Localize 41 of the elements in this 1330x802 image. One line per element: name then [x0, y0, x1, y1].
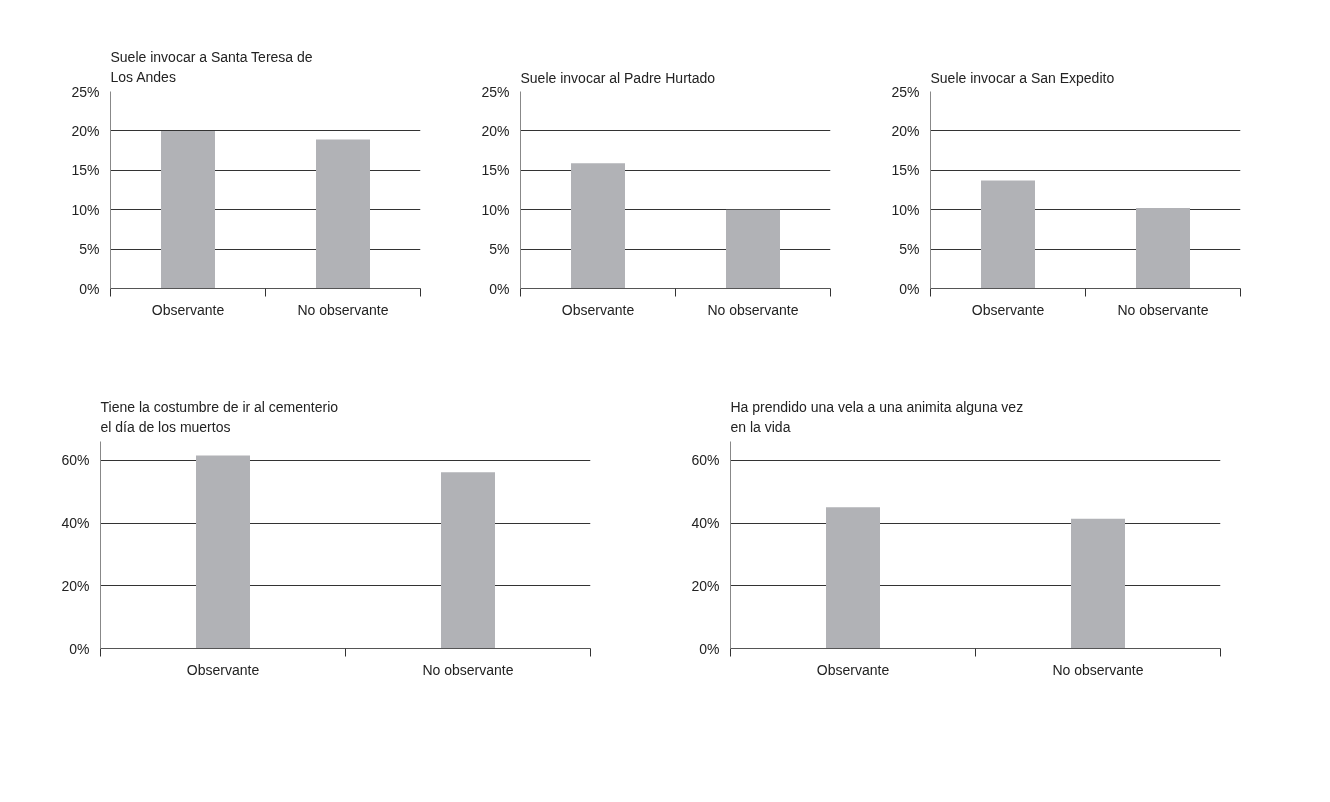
y-tick-label: 15%: [891, 162, 920, 179]
y-tick-label: 25%: [481, 83, 510, 100]
x-tick-label: No observante: [707, 301, 799, 318]
y-tick-label: 0%: [489, 280, 510, 297]
y-tick-label: 5%: [489, 241, 510, 258]
y-tick-label: 5%: [899, 241, 920, 258]
chart-title: Suele invocar a San Expedito: [930, 69, 1115, 86]
y-tick-label: 15%: [71, 162, 100, 179]
x-tick-label: Observante: [151, 301, 225, 318]
y-tick-label: 10%: [481, 201, 510, 218]
chart-title: Ha prendido una vela a una animita alguna vez en la vida: [730, 398, 1024, 436]
chart-title: Suele invocar a Santa Teresa de Los Andes: [110, 48, 313, 86]
y-tick-label: 5%: [79, 241, 100, 258]
y-tick-label: 0%: [79, 280, 100, 297]
y-tick-label: 20%: [71, 122, 100, 139]
x-tick-label: Observante: [186, 661, 260, 678]
y-tick-label: 25%: [891, 83, 920, 100]
y-tick-label: 0%: [69, 640, 90, 657]
x-tick-label: No observante: [1117, 301, 1209, 318]
y-tick-label: 20%: [61, 577, 90, 594]
y-tick-label: 40%: [61, 515, 90, 532]
chart-title: Tiene la costumbre de ir al cementerio el día de los muertos: [100, 398, 339, 436]
y-tick-label: 60%: [691, 452, 720, 469]
y-tick-label: 15%: [481, 162, 510, 179]
x-tick-label: Observante: [561, 301, 635, 318]
x-tick-label: Observante: [816, 661, 890, 678]
y-tick-label: 60%: [61, 452, 90, 469]
y-tick-label: 25%: [71, 83, 100, 100]
y-tick-label: 10%: [891, 201, 920, 218]
y-tick-label: 0%: [899, 280, 920, 297]
y-tick-label: 20%: [481, 122, 510, 139]
x-tick-label: No observante: [297, 301, 389, 318]
y-tick-label: 40%: [691, 515, 720, 532]
chart-title: Suele invocar al Padre Hurtado: [520, 69, 716, 86]
y-tick-label: 0%: [699, 640, 720, 657]
x-tick-label: No observante: [1052, 661, 1144, 678]
x-tick-label: No observante: [422, 661, 514, 678]
y-tick-label: 10%: [71, 201, 100, 218]
y-tick-label: 20%: [691, 577, 720, 594]
x-tick-label: Observante: [971, 301, 1045, 318]
y-tick-label: 20%: [891, 122, 920, 139]
